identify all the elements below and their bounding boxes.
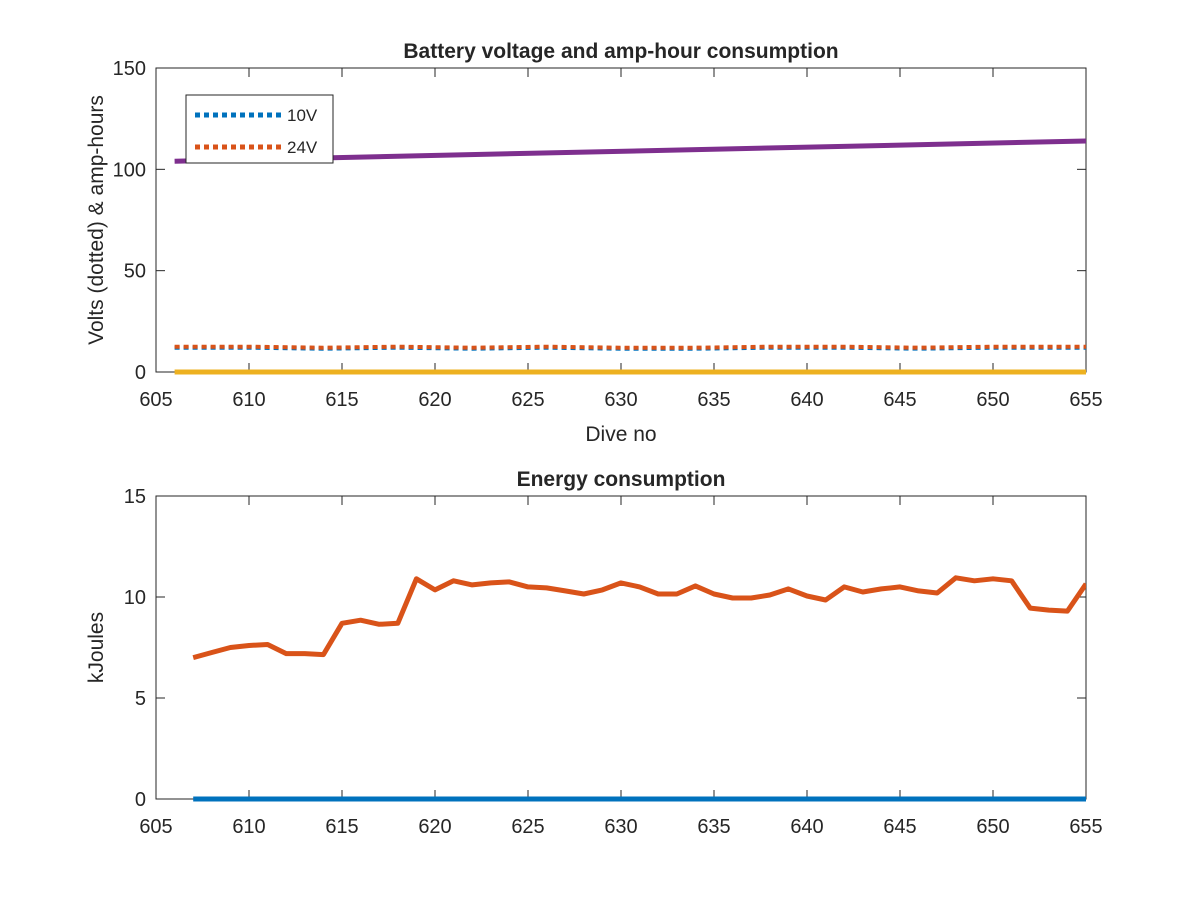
x-tick-label: 655 [1069,389,1102,411]
x-tick-label: 645 [883,816,916,838]
x-tick-label: 605 [139,816,172,838]
x-tick-label: 625 [511,389,544,411]
y-tick-label: 150 [113,58,146,80]
chart-title: Battery voltage and amp-hour consumption [403,40,838,63]
y-tick-label: 100 [113,159,146,181]
x-tick-label: 635 [697,816,730,838]
y-tick-label: 0 [135,362,146,384]
plot-area [155,495,1087,800]
x-tick-label: 615 [325,816,358,838]
x-tick-label: 610 [232,816,265,838]
x-tick-label: 630 [604,389,637,411]
top-axes: Battery voltage and amp-hour consumption… [85,40,1103,446]
x-tick-label: 655 [1069,816,1102,838]
x-tick-label: 640 [790,389,823,411]
x-axis-label: Dive no [585,423,656,446]
x-tick-label: 640 [790,816,823,838]
chart-title: Energy consumption [517,468,726,491]
series-line-0 [192,575,1086,661]
y-tick-label: 0 [135,789,146,811]
x-tick-label: 630 [604,816,637,838]
x-tick-label: 650 [976,389,1009,411]
x-tick-label: 650 [976,816,1009,838]
legend-entry: 24V [287,138,318,157]
y-tick-label: 5 [135,688,146,710]
x-tick-label: 615 [325,389,358,411]
y-tick-label: 15 [124,486,146,508]
x-tick-label: 610 [232,389,265,411]
x-tick-label: 620 [418,816,451,838]
x-tick-label: 635 [697,389,730,411]
y-tick-label: 50 [124,261,146,283]
y-axis-label: kJoules [85,612,108,683]
legend-entry: 10V [287,106,318,125]
x-tick-label: 625 [511,816,544,838]
y-tick-label: 10 [124,587,146,609]
series-line-1 [174,344,1086,350]
legend [185,94,334,164]
x-tick-label: 605 [139,389,172,411]
x-tick-label: 620 [418,389,451,411]
y-axis-label: Volts (dotted) & amp-hours [85,95,108,345]
bottom-axes: Energy consumption 605 610 615 620 625 630 635 6… [85,468,1103,838]
x-tick-label: 645 [883,389,916,411]
